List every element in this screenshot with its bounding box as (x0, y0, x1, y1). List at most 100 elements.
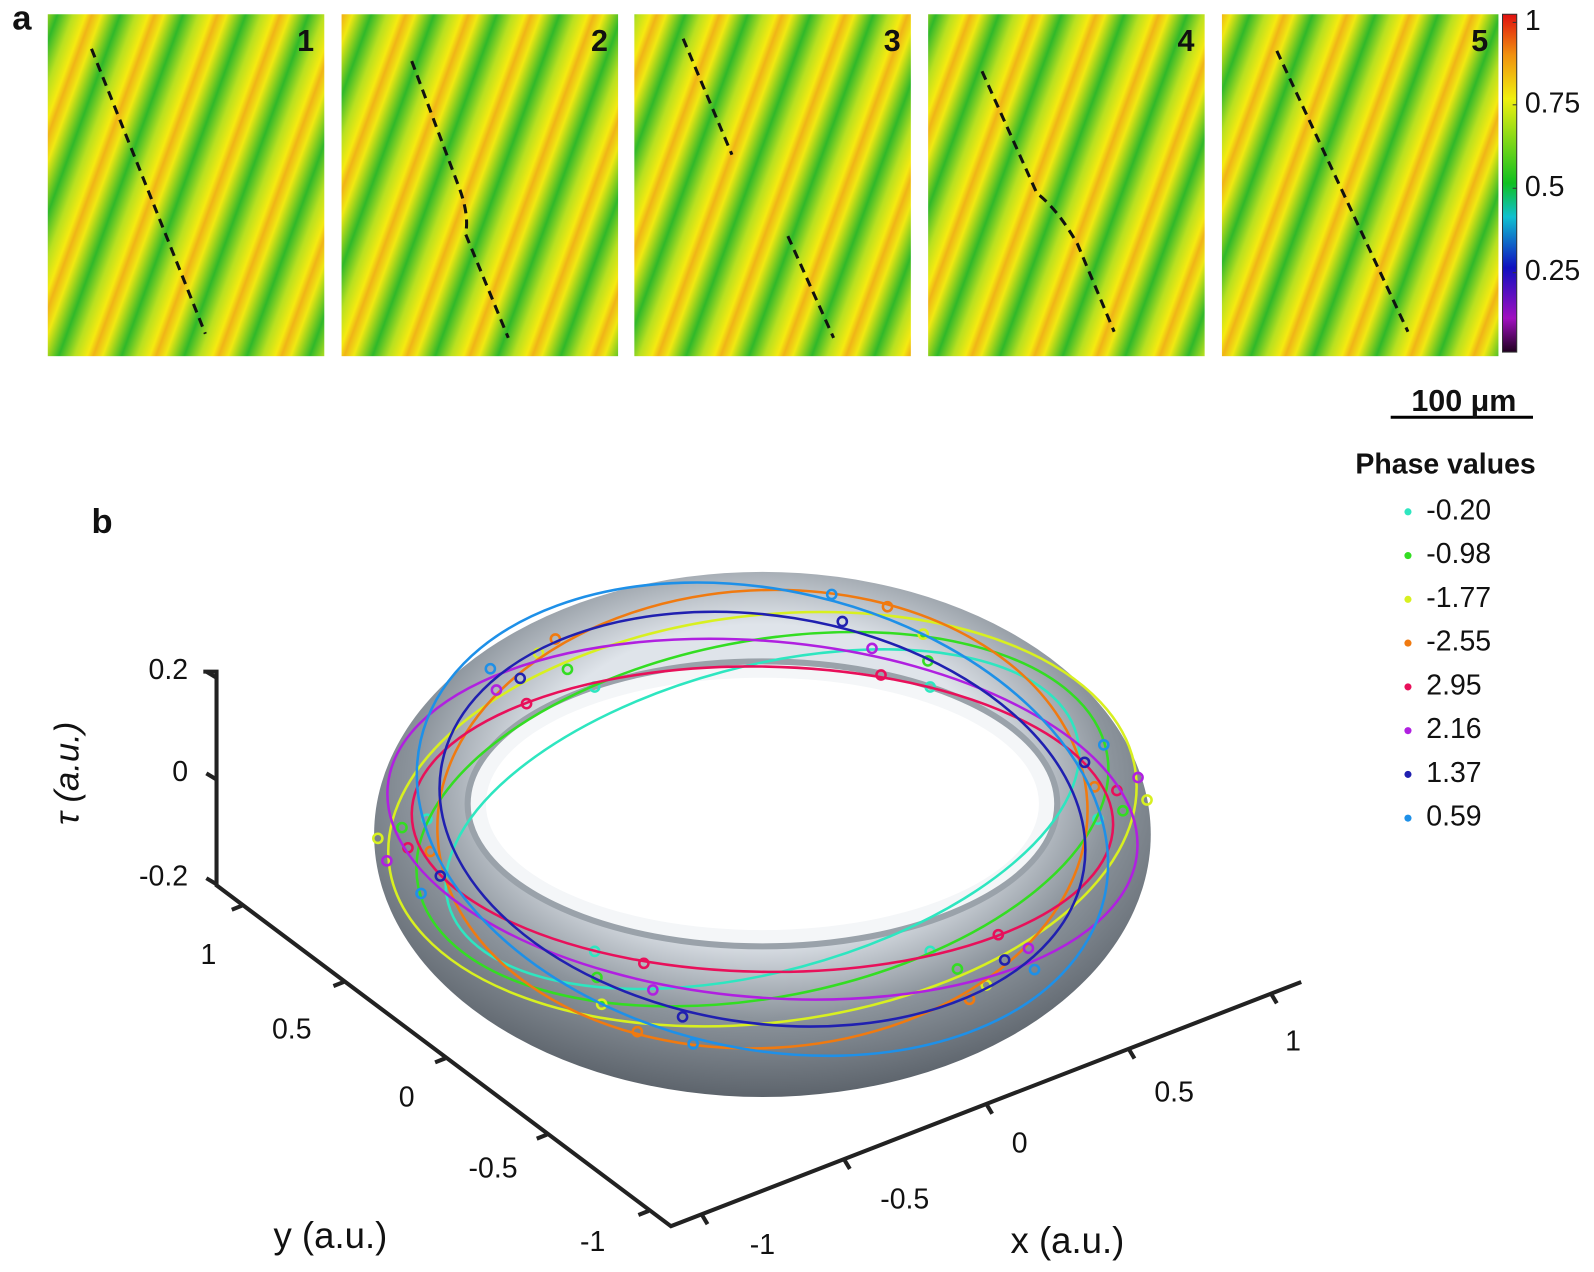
data-point (836, 615, 849, 628)
tick-label: -0.5 (880, 1183, 929, 1215)
image-number: 5 (1471, 24, 1488, 58)
legend-title: Phase values (1355, 449, 1535, 481)
data-point (484, 662, 497, 675)
torus-hole (485, 677, 1039, 931)
axis-label: x (a.u.) (1010, 1220, 1124, 1261)
axis-label: y (a.u.) (273, 1215, 387, 1256)
legend-marker (1404, 683, 1412, 691)
colorbar-tick-label: 1 (1525, 5, 1541, 37)
legend-marker (1404, 595, 1412, 603)
tick (984, 1102, 994, 1115)
axis-label: τ (a.u.) (48, 722, 86, 825)
legend-marker (1404, 727, 1412, 735)
micrograph (47, 14, 325, 357)
data-point (875, 669, 887, 681)
tick-label: 1 (200, 939, 216, 971)
data-point (561, 663, 574, 676)
curves (372, 581, 1153, 1058)
tick (1268, 992, 1279, 1005)
data-point (917, 628, 930, 640)
data-point (520, 697, 533, 710)
image-number: 2 (591, 24, 608, 58)
dashed-line (681, 38, 734, 156)
data-point (595, 998, 608, 1011)
data-point (1022, 942, 1035, 955)
torus-curve (410, 665, 1115, 974)
tick (332, 980, 345, 988)
tick-label: 0.5 (1154, 1076, 1194, 1108)
tick-label: 1 (1285, 1026, 1301, 1058)
colorbar (1501, 13, 1518, 353)
tick (699, 1212, 710, 1226)
micrograph (341, 14, 619, 357)
data-point (647, 984, 659, 996)
data-point (951, 963, 964, 975)
data-point (825, 588, 838, 601)
data-point (1078, 756, 1091, 769)
legend-label: -0.20 (1426, 494, 1491, 526)
panel-label: b (91, 503, 112, 541)
data-point (881, 600, 894, 613)
data-point (1028, 963, 1041, 976)
scale-label: 100 μm (1411, 384, 1516, 418)
micrograph (928, 14, 1205, 357)
data-point (434, 870, 447, 882)
legend-marker (1404, 770, 1412, 778)
tick-label: -0.2 (139, 861, 188, 893)
legend-label: -0.98 (1426, 538, 1491, 570)
panel-label: a (12, 0, 32, 38)
data-point (1141, 794, 1153, 806)
torus-curve (415, 581, 1110, 1058)
colorbar-tick-label: 0.5 (1525, 171, 1565, 203)
tick (231, 903, 243, 912)
torus-curve (386, 637, 1139, 1001)
legend-label: -1.77 (1426, 582, 1491, 614)
data-point (1117, 804, 1129, 817)
data-point (396, 821, 408, 834)
data-point (1097, 739, 1110, 751)
legend-label: 2.16 (1426, 713, 1481, 745)
image-number: 4 (1178, 24, 1195, 58)
tick (205, 876, 218, 887)
tick-label: 0.5 (272, 1013, 312, 1045)
image-number: 3 (884, 24, 901, 58)
micrograph (634, 14, 911, 357)
data-point (514, 672, 527, 685)
data-point (1132, 771, 1144, 784)
image-number: 1 (297, 24, 314, 58)
dashed-line (410, 60, 510, 339)
tick (434, 1056, 447, 1065)
colorbar-tick-label: 0.25 (1525, 255, 1580, 287)
tick-label: 0 (1012, 1127, 1028, 1159)
dashed-line (1275, 50, 1410, 333)
legend-marker (1404, 508, 1412, 516)
legend-marker (1404, 639, 1412, 647)
torus-curve (438, 610, 1087, 1028)
data-point (490, 684, 503, 696)
legend-marker (1404, 552, 1412, 560)
data-point (998, 954, 1011, 966)
tick-label: 0 (172, 756, 188, 788)
tick-label: 0 (399, 1082, 415, 1114)
tick (637, 1209, 650, 1217)
legend-marker (1404, 814, 1412, 822)
data-point (676, 1010, 689, 1023)
data-point (687, 1038, 699, 1050)
colorbar-tick-label: 0.75 (1525, 87, 1580, 119)
data-point (638, 957, 650, 970)
dashed-line (786, 235, 835, 339)
tick (205, 669, 218, 680)
micrograph (1221, 14, 1499, 357)
tick-label: -1 (580, 1226, 605, 1258)
torus-curve (436, 588, 1089, 1050)
tick (536, 1132, 548, 1141)
legend-label: -2.55 (1426, 626, 1491, 658)
data-point (372, 832, 384, 845)
axes (203, 669, 1302, 1229)
legend-label: 2.95 (1426, 669, 1481, 701)
data-point (631, 1025, 644, 1038)
legend-label: 0.59 (1426, 801, 1481, 833)
tick-label: -0.5 (469, 1153, 518, 1185)
tick-label: 0.2 (149, 654, 189, 686)
